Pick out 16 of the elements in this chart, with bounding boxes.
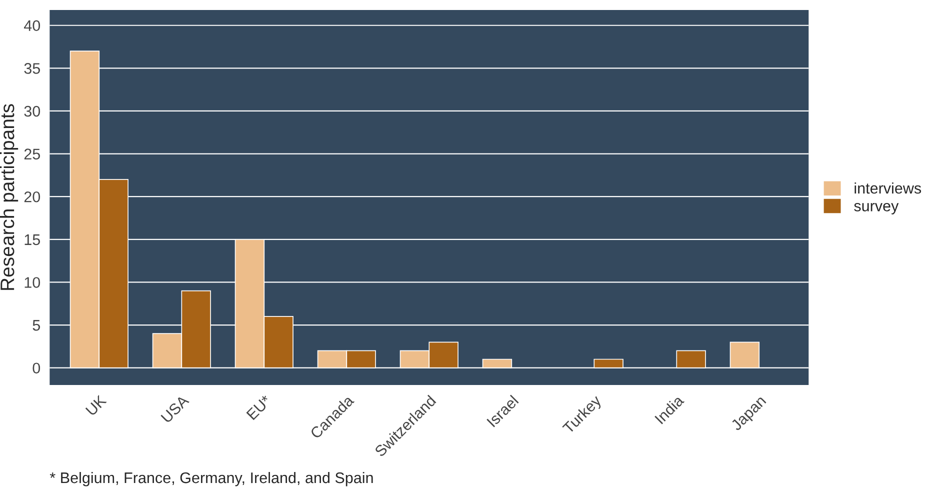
x-tick-label: UK	[85, 394, 107, 416]
legend-label: survey	[854, 202, 899, 214]
y-tick-label: 15	[24, 234, 40, 246]
y-tick-label: 0	[32, 362, 40, 374]
y-tick-label: 40	[24, 20, 40, 32]
x-tick-label: USA	[160, 394, 190, 424]
text: * Belgium, France, Germany, Ireland, and Spain	[50, 472, 373, 486]
legend-label: interviews	[854, 182, 922, 194]
y-axis-title: Research participants	[0, 104, 18, 290]
y-tick-label: 25	[24, 148, 40, 160]
y-tick-label: 20	[24, 191, 40, 202]
y-tick-label: 5	[32, 320, 40, 331]
x-tick-label: EU*	[246, 394, 272, 420]
y-tick-label: 10	[24, 277, 40, 288]
y-tick-label: 30	[24, 106, 40, 117]
y-tick-label: 35	[24, 63, 40, 74]
